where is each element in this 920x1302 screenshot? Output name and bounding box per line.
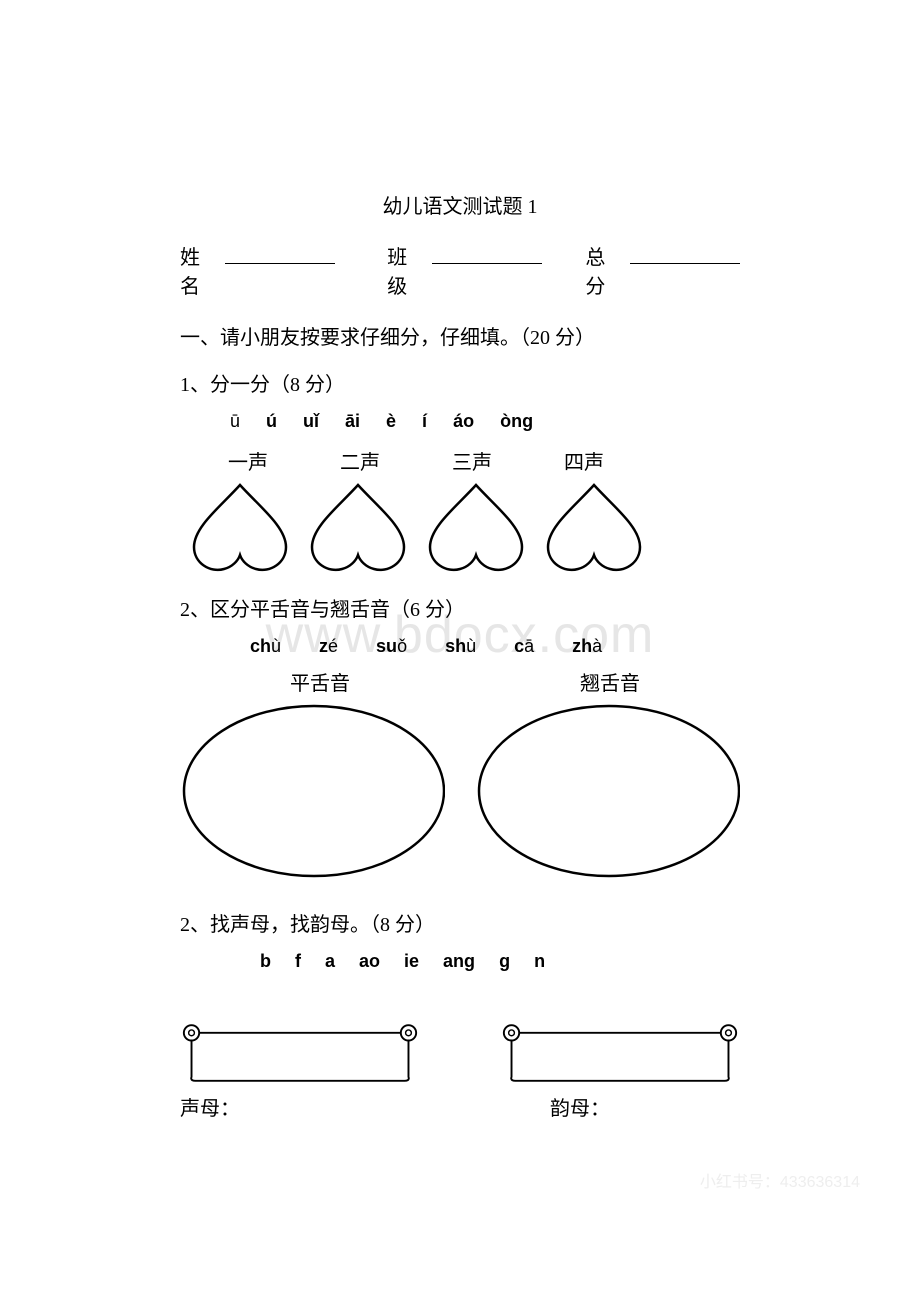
tone-labels-row: 一声 二声 三声 四声 — [180, 446, 740, 475]
q2-pinyin-row: chù zé suǒ shù cā zhà — [180, 636, 740, 657]
pinyin-item: è — [386, 411, 396, 432]
name-blank[interactable] — [225, 246, 335, 264]
score-blank[interactable] — [630, 246, 740, 264]
pinyin-item: uǐ — [303, 411, 319, 432]
scroll-shape — [180, 1022, 420, 1084]
oval-shape — [180, 702, 445, 880]
pinyin-item: ang — [443, 951, 475, 972]
pinyin-item: ao — [359, 951, 380, 972]
question-3-label: 2、找声母，找韵母。（8 分） — [180, 908, 740, 937]
scroll-shape — [500, 1022, 740, 1084]
pinyin-item: n — [534, 951, 545, 972]
pinyin-item: a — [325, 951, 335, 972]
pinyin-item: suǒ — [376, 636, 407, 657]
oval-shape — [475, 702, 740, 880]
pinyin-item: g — [499, 951, 510, 972]
heart-shape — [308, 481, 408, 575]
tone-label: 三声 — [452, 446, 492, 475]
question-1-label: 1、分一分（8 分） — [180, 368, 740, 397]
heart-shape — [426, 481, 526, 575]
tone-label: 四声 — [564, 446, 604, 475]
heart-shape — [190, 481, 290, 575]
footer-watermark: 小红书号：433636314 — [700, 1168, 860, 1192]
page-title: 幼儿语文测试题 1 — [180, 190, 740, 219]
finals-label: 韵母： — [550, 1092, 610, 1121]
worksheet-page: 幼儿语文测试题 1 姓名 班级 总分 一、请小朋友按要求仔细分，仔细填。（20 … — [0, 0, 920, 1181]
initials-label: 声母： — [180, 1092, 240, 1121]
section-1-heading: 一、请小朋友按要求仔细分，仔细填。（20 分） — [180, 321, 740, 350]
pinyin-item: zhà — [572, 636, 602, 657]
q1-pinyin-row: ū ú uǐ āi è í áo òng — [180, 411, 740, 432]
student-info-row: 姓名 班级 总分 — [180, 241, 740, 299]
pinyin-item: f — [295, 951, 301, 972]
pinyin-item: áo — [453, 411, 474, 432]
pinyin-item: ū — [230, 411, 240, 432]
pinyin-item: b — [260, 951, 271, 972]
heart-shape — [544, 481, 644, 575]
scroll-labels-row: 声母： 韵母： — [180, 1092, 740, 1121]
scrolls-row — [180, 1022, 740, 1084]
pinyin-item: í — [422, 411, 427, 432]
pinyin-item: shù — [445, 636, 476, 657]
pinyin-item: òng — [500, 411, 533, 432]
pinyin-item: ú — [266, 411, 277, 432]
pinyin-item: āi — [345, 411, 360, 432]
name-label: 姓名 — [180, 241, 217, 299]
class-label: 班级 — [387, 241, 424, 299]
ovals-row — [180, 702, 740, 880]
question-2-label: 2、区分平舌音与翘舌音（6 分） — [180, 593, 740, 622]
pinyin-item: ie — [404, 951, 419, 972]
oval-labels-row: 平舌音 翘舌音 — [180, 667, 740, 696]
score-label: 总分 — [585, 241, 622, 299]
curled-tongue-label: 翘舌音 — [580, 667, 640, 696]
hearts-row — [180, 481, 740, 575]
pinyin-item: zé — [319, 636, 338, 657]
tone-label: 一声 — [228, 446, 268, 475]
flat-tongue-label: 平舌音 — [290, 667, 350, 696]
q3-pinyin-row: b f a ao ie ang g n — [180, 951, 740, 972]
pinyin-item: chù — [250, 636, 281, 657]
tone-label: 二声 — [340, 446, 380, 475]
class-blank[interactable] — [432, 246, 542, 264]
pinyin-item: cā — [514, 636, 534, 657]
